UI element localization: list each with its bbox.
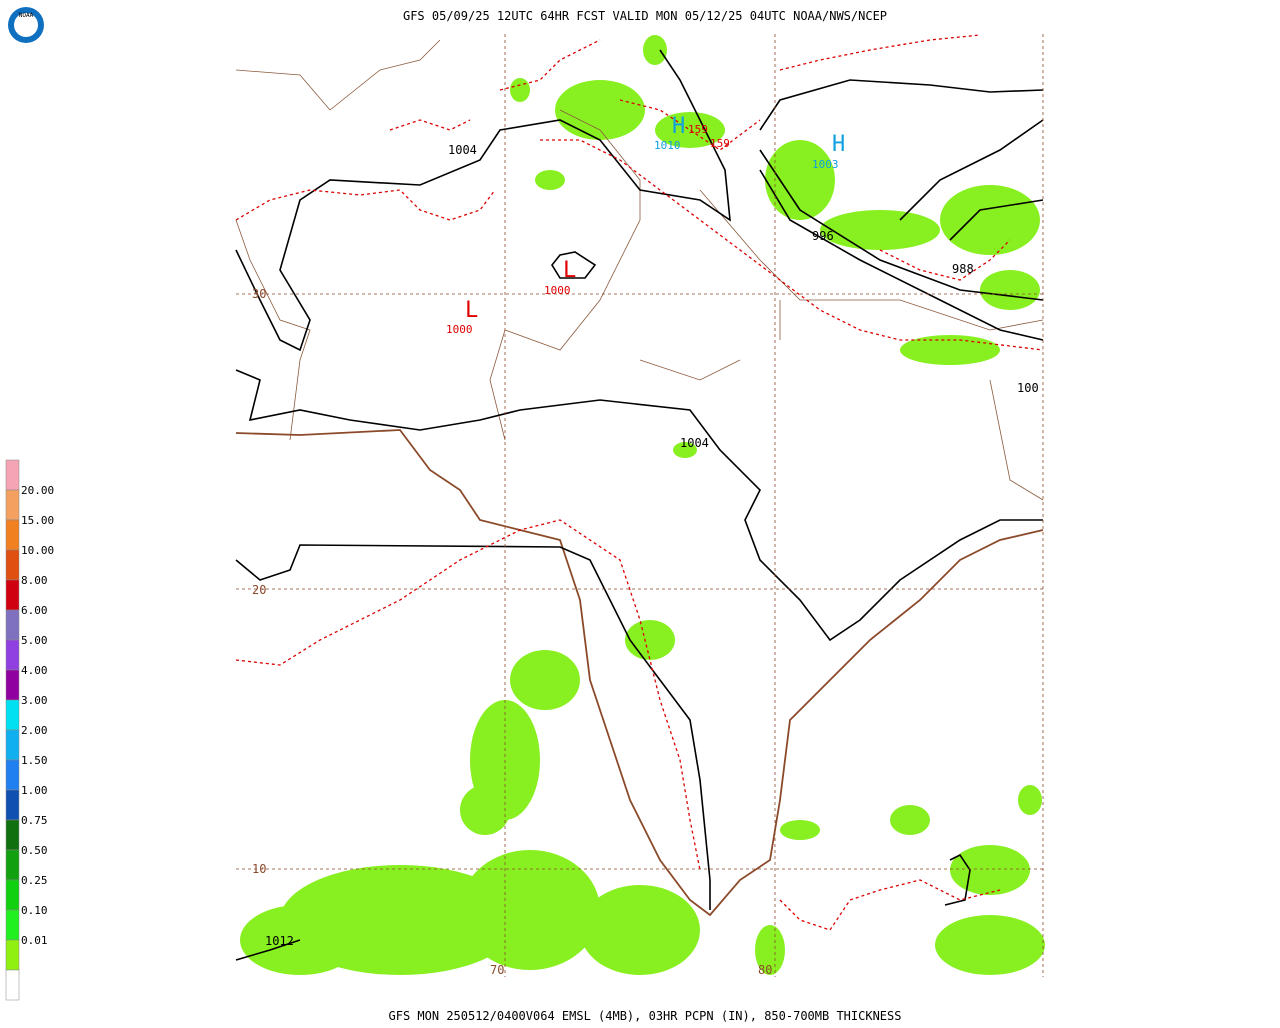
isobar-label: 100 <box>1017 381 1039 395</box>
legend-label: 0.25 <box>21 874 48 887</box>
legend-label: 6.00 <box>21 604 48 617</box>
legend-swatch <box>5 939 20 971</box>
lat-label: 20 <box>252 583 266 597</box>
legend-swatch <box>5 699 20 731</box>
legend-swatch <box>5 969 20 1001</box>
low-value: 1000 <box>446 323 473 336</box>
logo-text: NOAA <box>19 12 34 19</box>
lon-label: 80 <box>758 963 772 977</box>
legend-label: 0.10 <box>21 904 48 917</box>
legend-label: 20.00 <box>21 484 54 497</box>
low-marker: L <box>563 258 576 283</box>
thickness-label: 159 <box>688 123 708 136</box>
legend-swatch <box>5 609 20 641</box>
legend-label: 2.00 <box>21 724 48 737</box>
legend-label: 1.50 <box>21 754 48 767</box>
legend-label: 0.01 <box>21 934 48 947</box>
precip <box>240 35 1045 975</box>
lat-label: 30 <box>252 287 266 301</box>
legend-swatch <box>5 669 20 701</box>
legend-swatch <box>5 579 20 611</box>
legend-swatch <box>5 549 20 581</box>
high-value: 1010 <box>654 139 681 152</box>
legend-label: 10.00 <box>21 544 54 557</box>
lat-label: 10 <box>252 862 266 876</box>
legend-label: 3.00 <box>21 694 48 707</box>
grid-labels: 30 20 10 70 80 <box>252 287 772 977</box>
high-marker: H <box>832 132 845 157</box>
legend-swatch <box>5 759 20 791</box>
legend-label: 0.50 <box>21 844 48 857</box>
isobar-label: 996 <box>812 229 834 243</box>
legend-swatch <box>5 519 20 551</box>
isobar-label: 1004 <box>448 143 477 157</box>
isobar-label: 1004 <box>680 436 709 450</box>
legend: 20.00 15.00 10.00 8.00 6.00 5.00 4.00 3.00 2.00 1… <box>5 459 54 1001</box>
legend-swatch <box>5 819 20 851</box>
legend-label: 5.00 <box>21 634 48 647</box>
legend-swatch <box>5 489 20 521</box>
lon-label: 70 <box>490 963 504 977</box>
low-marker: L <box>465 298 478 323</box>
isobar-label: 1012 <box>265 934 294 948</box>
legend-swatch <box>5 459 20 491</box>
footer: GFS MON 250512/0400V064 EMSL (4MB), 03HR… <box>389 1009 902 1023</box>
legend-swatch <box>5 789 20 821</box>
legend-label: 4.00 <box>21 664 48 677</box>
high-marker: H <box>672 114 685 139</box>
map: 30 20 10 70 80 1004 1004 996 988 100 101… <box>235 34 1045 977</box>
legend-label: 0.75 <box>21 814 48 827</box>
thickness-label: 159 <box>710 137 730 150</box>
legend-swatch <box>5 639 20 671</box>
logo-inner <box>14 13 38 37</box>
legend-label: 1.00 <box>21 784 48 797</box>
legend-swatch <box>5 909 20 941</box>
legend-label: 8.00 <box>21 574 48 587</box>
legend-swatch <box>5 729 20 761</box>
legend-label: 15.00 <box>21 514 54 527</box>
title: GFS 05/09/25 12UTC 64HR FCST VALID MON 0… <box>403 9 887 23</box>
legend-swatch <box>5 849 20 881</box>
legend-swatch <box>5 879 20 911</box>
high-value: 1003 <box>812 158 839 171</box>
low-value: 1000 <box>544 284 571 297</box>
isobar-label: 988 <box>952 262 974 276</box>
